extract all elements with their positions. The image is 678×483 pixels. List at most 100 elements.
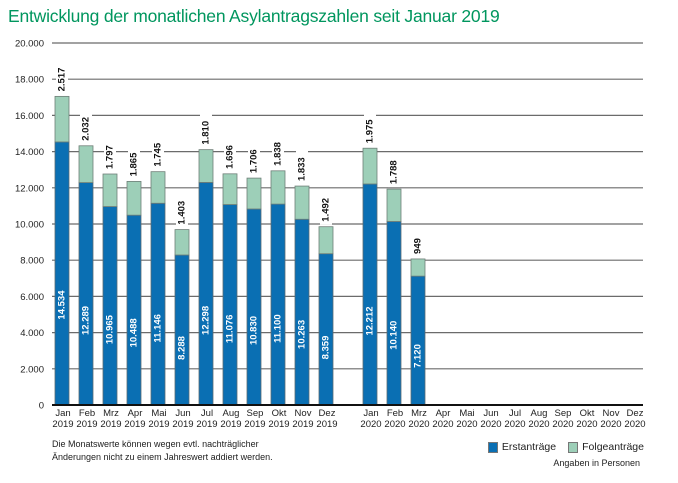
y-tick-label: 14.000 xyxy=(15,147,44,158)
data-label-folgeantraege: 1.696 xyxy=(225,145,236,169)
data-label-erstantraege: 12.298 xyxy=(201,306,212,335)
data-label-erstantraege: 10.488 xyxy=(129,318,140,347)
label-background xyxy=(128,145,140,180)
legend-label-erst: Erstanträge xyxy=(501,441,557,453)
x-tick-label-year: 2019 xyxy=(220,419,241,430)
data-label-folgeantraege: 1.403 xyxy=(177,201,188,225)
data-label-erstantraege: 10.140 xyxy=(389,321,400,350)
bar-folgeantraege xyxy=(102,173,118,207)
bar-erstantraege xyxy=(54,141,70,406)
bar-folgeantraege xyxy=(54,95,70,143)
bar-folgeantraege xyxy=(270,170,286,205)
data-label-folgeantraege: 1.833 xyxy=(297,157,308,181)
x-tick-label-month: Jun xyxy=(483,408,498,419)
bar-erstantraege xyxy=(78,182,94,406)
label-background xyxy=(248,142,260,177)
data-label-erstantraege: 11.100 xyxy=(273,314,284,343)
x-tick-label-month: Jun xyxy=(175,408,190,419)
data-label-erstantraege: 8.359 xyxy=(321,336,332,360)
legend-label-folge: Folgeanträge xyxy=(582,441,644,453)
label-background xyxy=(412,234,424,257)
bar-erstantraege xyxy=(126,214,142,406)
bar-folgeantraege xyxy=(174,229,190,256)
label-background xyxy=(296,150,308,185)
footnote: Die Monatswerte können wegen evtl. nacht… xyxy=(52,438,273,464)
x-tick-label-month: Jul xyxy=(201,408,213,419)
data-label-erstantraege: 12.289 xyxy=(81,306,92,335)
x-tick-label-year: 2020 xyxy=(480,419,501,430)
x-tick-label-month: Apr xyxy=(128,408,143,419)
x-tick-label-month: Okt xyxy=(580,408,595,419)
x-tick-label-month: Jan xyxy=(363,408,378,419)
x-tick-label-year: 2019 xyxy=(244,419,265,430)
x-tick-label-year: 2020 xyxy=(384,419,405,430)
x-tick-label-month: Dez xyxy=(627,408,644,419)
x-tick-label-year: 2020 xyxy=(624,419,645,430)
x-tick-label-month: Aug xyxy=(531,408,548,419)
x-tick-label-month: Nov xyxy=(603,408,620,419)
data-label-folgeantraege: 1.810 xyxy=(201,121,212,145)
y-tick-label: 12.000 xyxy=(15,183,44,194)
x-tick-label-month: Mai xyxy=(459,408,474,419)
x-tick-label-year: 2019 xyxy=(100,419,121,430)
x-tick-label-month: Aug xyxy=(223,408,240,419)
footnote-line-1: Die Monatswerte können wegen evtl. nacht… xyxy=(52,439,259,449)
legend: Erstanträge Folgeanträge xyxy=(487,441,644,453)
x-tick-label-month: Feb xyxy=(79,408,95,419)
x-tick-label-year: 2019 xyxy=(52,419,73,430)
data-label-folgeantraege: 2.517 xyxy=(57,68,68,92)
bar-erstantraege xyxy=(294,218,310,406)
x-tick-label-year: 2020 xyxy=(504,419,525,430)
bar-erstantraege xyxy=(410,275,426,406)
x-tick-label-year: 2019 xyxy=(196,419,217,430)
data-label-folgeantraege: 1.492 xyxy=(321,198,332,222)
x-tick-label-year: 2019 xyxy=(148,419,169,430)
x-tick-label-month: Jul xyxy=(509,408,521,419)
data-label-folgeantraege: 1.838 xyxy=(273,142,284,166)
bar-folgeantraege xyxy=(126,181,142,216)
label-background xyxy=(104,138,116,173)
x-tick-label-year: 2020 xyxy=(456,419,477,430)
data-label-folgeantraege: 1.788 xyxy=(389,160,400,184)
data-label-erstantraege: 14.534 xyxy=(57,290,68,320)
x-tick-label-year: 2020 xyxy=(552,419,573,430)
data-label-folgeantraege: 1.975 xyxy=(365,119,376,143)
label-background xyxy=(364,112,376,147)
x-tick-label-year: 2020 xyxy=(432,419,453,430)
bar-erstantraege xyxy=(198,182,214,406)
bar-folgeantraege xyxy=(294,185,310,220)
data-label-erstantraege: 10.965 xyxy=(105,314,116,344)
bar-folgeantraege xyxy=(246,177,262,210)
bar-erstantraege xyxy=(102,206,118,406)
bar-erstantraege xyxy=(318,253,334,406)
bar-folgeantraege xyxy=(78,145,94,183)
bar-erstantraege xyxy=(362,183,378,406)
data-label-erstantraege: 10.263 xyxy=(297,320,308,349)
data-label-folgeantraege: 1.865 xyxy=(129,152,140,176)
x-tick-label-month: Sep xyxy=(247,408,264,419)
units-note: Angaben in Personen xyxy=(553,458,640,468)
x-tick-label-year: 2019 xyxy=(316,419,337,430)
x-tick-label-month: Dez xyxy=(319,408,336,419)
x-tick-label-month: Nov xyxy=(295,408,312,419)
bar-erstantraege xyxy=(386,221,402,406)
bar-folgeantraege xyxy=(318,226,334,255)
x-tick-label-month: Apr xyxy=(436,408,451,419)
data-label-erstantraege: 12.212 xyxy=(365,306,376,335)
x-tick-label-month: Mrz xyxy=(411,408,427,419)
data-label-erstantraege: 11.146 xyxy=(153,314,164,343)
label-background xyxy=(388,153,400,188)
y-tick-label: 0 xyxy=(39,401,44,412)
label-background xyxy=(80,109,92,144)
x-tick-label-month: Jan xyxy=(55,408,70,419)
bar-erstantraege xyxy=(222,204,238,406)
label-background xyxy=(224,137,236,172)
bar-erstantraege xyxy=(150,202,166,406)
bar-erstantraege xyxy=(246,208,262,406)
x-tick-label-year: 2019 xyxy=(172,419,193,430)
data-label-folgeantraege: 2.032 xyxy=(81,117,92,141)
bar-folgeantraege xyxy=(150,171,166,204)
bar-folgeantraege xyxy=(222,173,238,205)
chart-title: Entwicklung der monatlichen Asylantragsz… xyxy=(8,6,500,26)
